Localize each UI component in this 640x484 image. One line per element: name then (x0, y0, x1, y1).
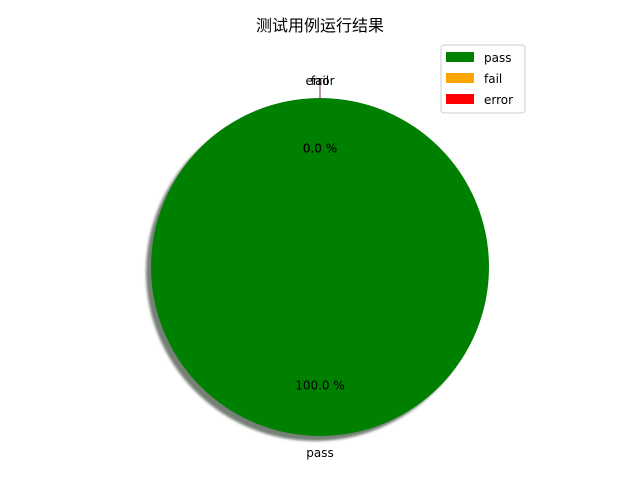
legend-label-pass: pass (484, 51, 511, 65)
pie-slice-pass (151, 98, 489, 436)
slice-label-error: error (305, 74, 334, 88)
slice-percent-error: 0.0 % (303, 142, 337, 156)
slice-percent-fail: 0.0 % (303, 142, 337, 156)
slice-percent-pass: 100.0 % (295, 378, 345, 392)
chart-title: 测试用例运行结果 (256, 16, 384, 35)
legend-swatch-error (446, 94, 474, 104)
slice-label-pass: pass (306, 446, 333, 460)
legend-swatch-pass (446, 52, 474, 62)
legend-label-fail: fail (484, 72, 502, 86)
legend-label-error: error (484, 93, 513, 107)
slice-label-fail: fail (311, 74, 329, 88)
legend-swatch-fail (446, 73, 474, 83)
pie-slices (151, 98, 489, 436)
legend: pass fail error (440, 44, 526, 114)
